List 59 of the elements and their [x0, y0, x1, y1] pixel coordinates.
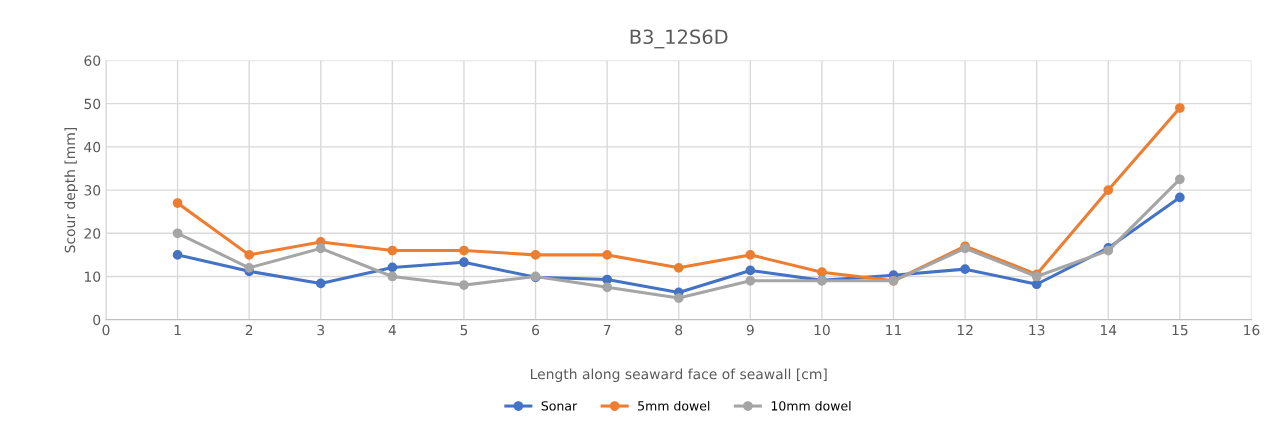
point — [315, 243, 326, 254]
point — [1175, 192, 1185, 203]
point — [459, 245, 469, 256]
x-tick-label: 10 — [814, 324, 830, 336]
point — [745, 250, 756, 260]
y-tick-label: 60 — [84, 55, 101, 66]
x-axis-title: Length along seaward face of seawall [cm] — [531, 368, 827, 382]
point — [387, 245, 398, 256]
point — [602, 250, 612, 260]
point — [1103, 185, 1114, 195]
point — [172, 250, 183, 260]
point — [817, 267, 827, 278]
point — [602, 274, 612, 285]
legend-label: 5mm dowel — [638, 400, 710, 411]
point — [745, 265, 756, 276]
y-tick-label: 30 — [84, 185, 101, 196]
y-tick-label: 40 — [84, 141, 101, 153]
y-axis-title: Scour depth [mm] — [64, 127, 78, 253]
y-tick-label: 20 — [84, 228, 101, 239]
point — [459, 280, 469, 290]
point — [172, 228, 183, 239]
point — [530, 250, 541, 260]
chart-title: B3_12S6D — [630, 29, 728, 49]
point — [244, 250, 255, 260]
point — [315, 278, 326, 289]
x-tick-label: 14 — [1100, 324, 1117, 336]
x-tick-label: 13 — [1029, 324, 1045, 336]
legend-label: 10mm dowel — [771, 400, 851, 411]
x-tick-label: 15 — [1172, 324, 1188, 336]
x-tick-label: 12 — [957, 324, 973, 336]
x-tick-label: 5 — [460, 324, 468, 336]
y-tick-label: 10 — [84, 271, 101, 282]
point — [244, 262, 255, 273]
point — [960, 264, 970, 274]
point — [387, 271, 398, 282]
point — [1175, 174, 1185, 185]
x-tick-label: 4 — [388, 324, 396, 336]
x-tick-label: 1 — [174, 324, 181, 336]
y-tick-label: 50 — [84, 98, 101, 110]
x-tick-label: 9 — [746, 324, 754, 336]
x-tick-label: 8 — [675, 324, 683, 336]
x-tick-label: 16 — [1244, 324, 1260, 336]
legend-label: Sonar — [541, 401, 578, 411]
point — [459, 257, 469, 268]
x-tick-label: 6 — [532, 324, 540, 336]
point — [745, 275, 756, 286]
x-tick-label: 7 — [603, 324, 611, 336]
x-tick-label: 0 — [102, 324, 110, 336]
point — [673, 293, 684, 303]
x-tick-label: 2 — [245, 324, 253, 336]
x-tick-label: 3 — [317, 324, 325, 336]
point — [602, 282, 612, 293]
point — [673, 262, 684, 273]
point — [1031, 279, 1042, 290]
y-tick-label: 0 — [93, 314, 101, 326]
point — [1175, 103, 1185, 113]
x-tick-label: 11 — [886, 324, 902, 336]
point — [172, 198, 183, 208]
point — [387, 262, 398, 273]
